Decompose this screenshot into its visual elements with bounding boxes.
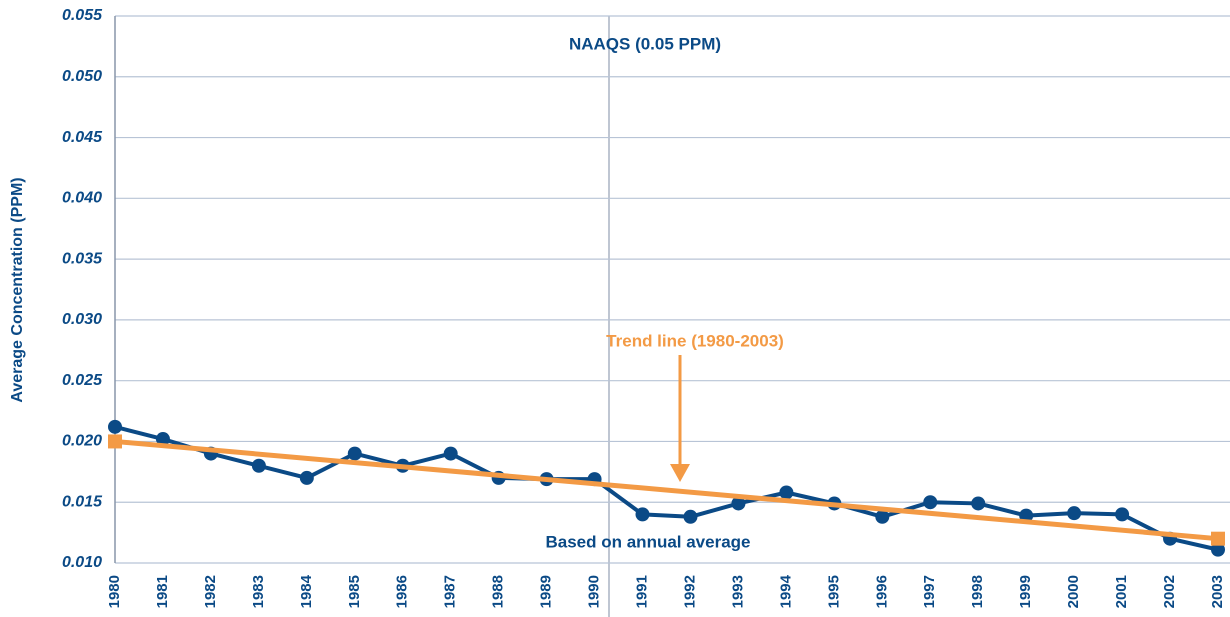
data-point: [635, 507, 650, 522]
x-tick-label: 1993: [729, 575, 746, 608]
x-tick-label: 1982: [202, 575, 219, 608]
y-tick-label: 0.035: [62, 250, 103, 267]
x-tick-label: 1986: [394, 575, 411, 608]
data-point: [731, 496, 746, 511]
x-tick-label: 2000: [1065, 575, 1082, 608]
x-tick-label: 2003: [1209, 575, 1226, 608]
y-tick-label: 0.050: [62, 68, 102, 85]
x-tick-label: 1992: [681, 575, 698, 608]
x-tick-label: 1996: [873, 575, 890, 608]
trend-point: [1211, 531, 1225, 546]
y-tick-label: 0.020: [62, 433, 102, 450]
x-tick-label: 2002: [1161, 575, 1178, 608]
arrow-head: [670, 464, 690, 482]
y-tick-label: 0.040: [62, 190, 102, 207]
x-tick-label: 1989: [538, 575, 555, 608]
data-point: [443, 446, 458, 461]
annotation: Based on annual average: [545, 532, 750, 551]
data-point: [347, 446, 362, 461]
data-point: [875, 509, 890, 524]
x-tick-label: 1984: [298, 574, 315, 608]
y-tick-label: 0.025: [62, 372, 103, 389]
data-point: [779, 485, 794, 500]
x-tick-label: 1997: [921, 575, 938, 608]
data-point: [683, 509, 698, 524]
data-point: [923, 495, 938, 510]
y-tick-label: 0.055: [62, 7, 103, 24]
x-tick-label: 1988: [490, 575, 507, 608]
x-tick-label: 1999: [1017, 575, 1034, 608]
data-point: [1115, 507, 1130, 522]
data-point: [108, 419, 122, 434]
x-tick-label: 1981: [154, 575, 171, 608]
x-tick-label: 1985: [346, 575, 363, 608]
trend-line: [114, 438, 1219, 542]
x-tick-label: 1998: [969, 575, 986, 608]
data-line: [114, 424, 1219, 552]
x-tick-label: 1987: [442, 575, 459, 608]
y-axis-label: Average Concentration (PPM): [9, 177, 26, 402]
data-point: [1211, 542, 1225, 557]
y-tick-label: 0.015: [62, 493, 103, 510]
y-tick-label: 0.045: [62, 129, 103, 146]
x-tick-label: 1983: [250, 575, 267, 608]
y-tick-label: 0.010: [62, 554, 102, 571]
x-tick-label: 1990: [586, 575, 603, 608]
x-tick-label: 1980: [106, 575, 123, 608]
x-tick-label: 1994: [777, 574, 794, 608]
x-tick-label: 1995: [825, 575, 842, 608]
x-tick-label: 1991: [633, 575, 650, 608]
data-point: [971, 496, 986, 511]
data-point: [299, 470, 314, 485]
y-tick-label: 0.030: [62, 311, 102, 328]
annotation: NAAQS (0.05 PPM): [569, 34, 721, 53]
data-point: [1067, 506, 1082, 521]
trend-point: [108, 434, 122, 449]
data-point: [155, 432, 170, 447]
data-point: [251, 458, 266, 473]
x-tick-label: 2001: [1113, 575, 1130, 608]
annotation: Trend line (1980-2003): [606, 331, 784, 350]
